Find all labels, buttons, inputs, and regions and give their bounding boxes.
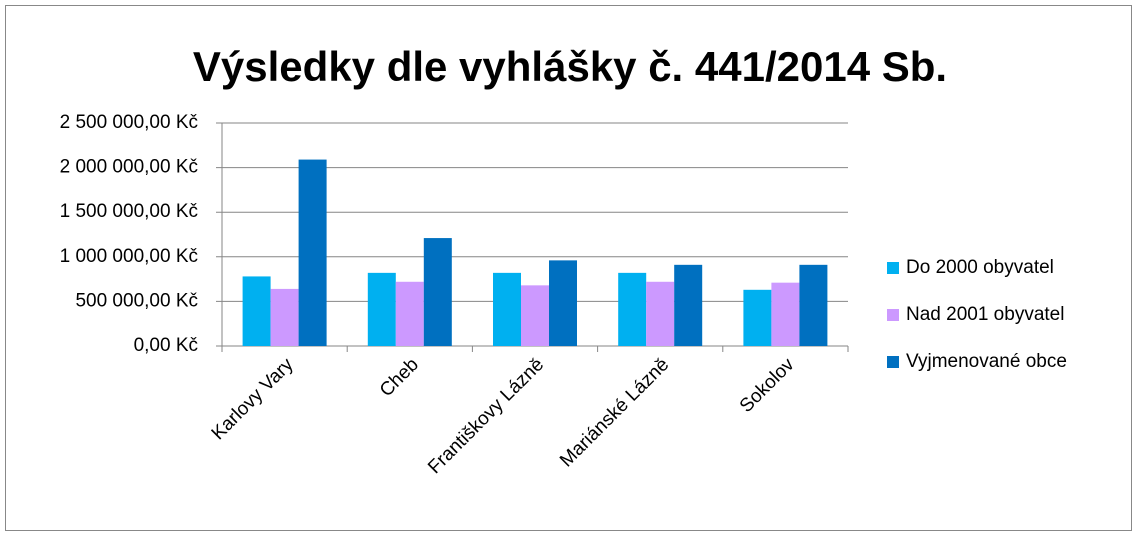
bar [743, 289, 772, 346]
bar [799, 264, 828, 346]
bar [493, 272, 521, 346]
chart-title: Výsledky dle vyhlášky č. 441/2014 Sb. [193, 43, 947, 90]
bar [395, 281, 424, 346]
bar [646, 281, 675, 346]
bar [367, 272, 396, 346]
bar [618, 272, 647, 346]
bar [674, 264, 703, 346]
bar [423, 238, 452, 346]
legend-label: Vyjmenované obce [906, 351, 1067, 372]
legend-swatch [887, 309, 899, 321]
y-tick-label: 0,00 Kč [134, 335, 198, 356]
legend-label: Do 2000 obyvatel [906, 257, 1054, 278]
bar [242, 276, 271, 346]
y-tick-label: 500 000,00 Kč [75, 290, 198, 311]
bar [270, 288, 299, 346]
legend-swatch [887, 356, 899, 368]
legend-swatch [887, 262, 899, 274]
bar [521, 285, 549, 346]
bar [298, 159, 327, 346]
legend-label: Nad 2001 obyvatel [906, 304, 1064, 325]
y-tick-label: 1 500 000,00 Kč [60, 201, 198, 222]
bar [549, 260, 577, 346]
y-tick-label: 1 000 000,00 Kč [60, 246, 198, 267]
y-tick-label: 2 000 000,00 Kč [60, 157, 198, 178]
y-tick-label: 2 500 000,00 Kč [60, 112, 198, 133]
bar [771, 282, 800, 346]
